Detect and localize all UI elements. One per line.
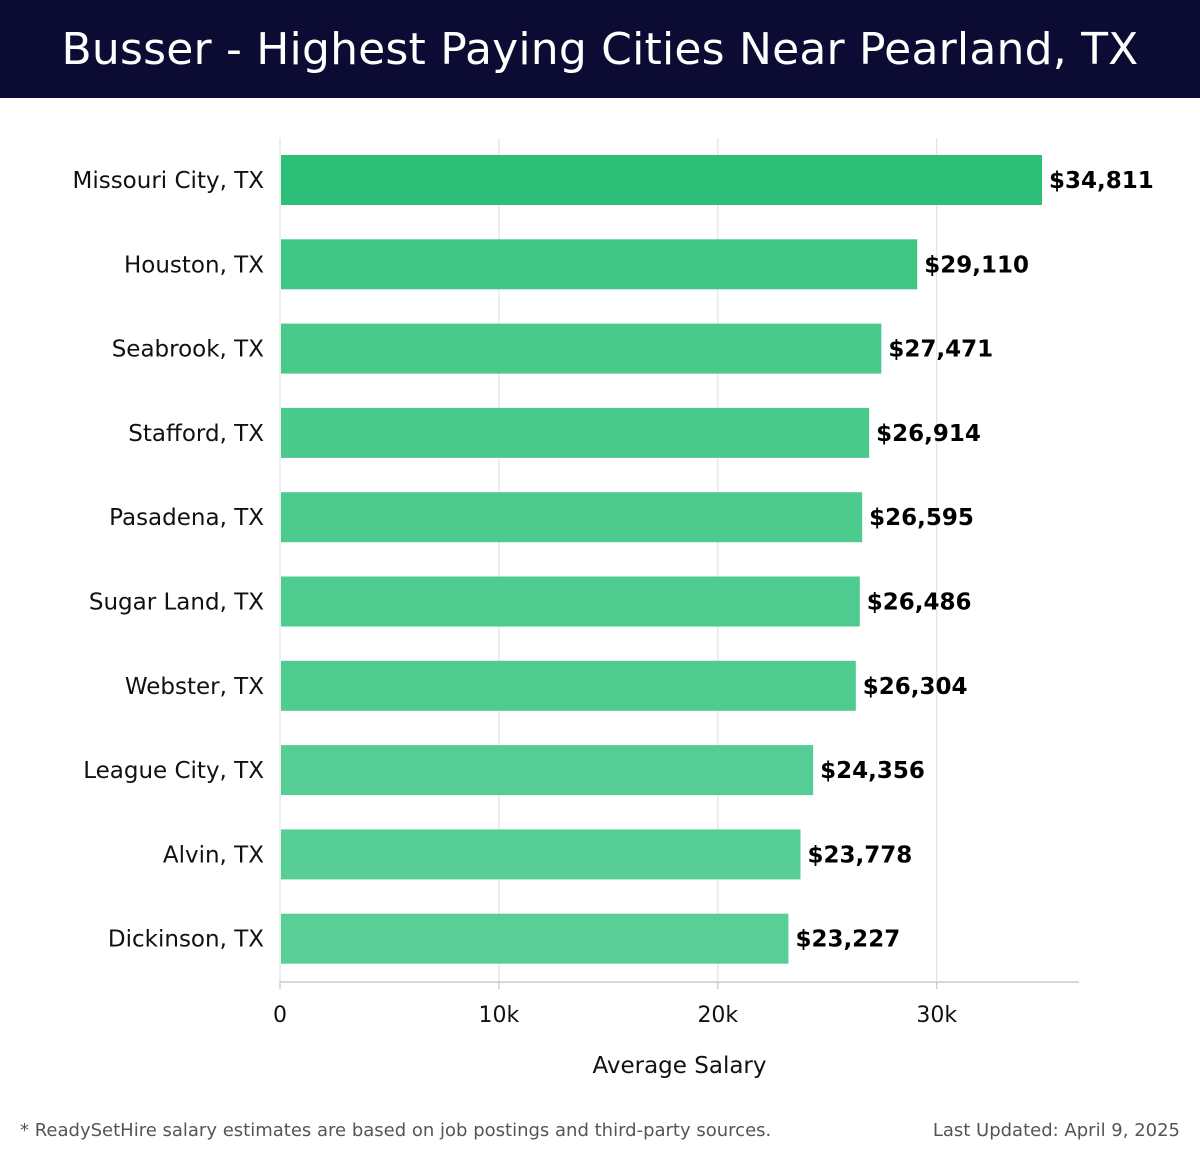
bar (281, 829, 801, 880)
x-axis: 0 10k 20k 30k (273, 981, 1079, 1028)
category-label: Houston, TX (124, 252, 264, 278)
x-tick-label: 20k (697, 1003, 738, 1028)
value-label: $23,778 (808, 842, 913, 868)
value-label: $26,304 (863, 674, 968, 700)
category-label: Missouri City, TX (72, 168, 264, 194)
value-labels: $34,811 $29,110 $27,471 $26,914 $26,595 $26,4… (795, 168, 1153, 953)
category-label: Sugar Land, TX (89, 590, 264, 616)
category-label: Stafford, TX (128, 421, 264, 447)
bar (281, 239, 918, 290)
value-label: $26,914 (876, 421, 981, 447)
bar (281, 576, 860, 627)
footer-note: * ReadySetHire salary estimates are base… (20, 1120, 772, 1141)
bar (281, 745, 814, 796)
bar (281, 155, 1043, 205)
last-updated: Last Updated: April 9, 2025 (932, 1120, 1180, 1141)
chart-header: Busser - Highest Paying Cities Near Pear… (0, 0, 1200, 98)
value-label: $26,595 (869, 505, 974, 531)
x-tick-label: 10k (479, 1003, 520, 1028)
bar (281, 913, 789, 964)
value-label: $24,356 (820, 758, 925, 784)
value-label: $27,471 (888, 337, 993, 363)
category-label: Pasadena, TX (109, 505, 264, 531)
x-tick-label: 0 (273, 1003, 287, 1028)
category-label: Dickinson, TX (108, 927, 264, 953)
chart-title: Busser - Highest Paying Cities Near Pear… (61, 23, 1139, 75)
value-label: $26,486 (867, 590, 972, 616)
value-label: $29,110 (924, 252, 1029, 278)
bars (281, 155, 1043, 964)
category-label: Seabrook, TX (112, 337, 265, 363)
bar (281, 660, 856, 711)
bar-chart: Missouri City, TX Houston, TX Seabrook, TX… (72, 138, 1154, 1079)
category-label: Webster, TX (125, 674, 264, 700)
category-label: League City, TX (83, 758, 264, 784)
bar (281, 492, 863, 543)
x-tick-label: 30k (916, 1003, 957, 1028)
bar (281, 323, 882, 374)
value-label: $23,227 (795, 927, 900, 953)
x-axis-title: Average Salary (592, 1053, 766, 1079)
value-label: $34,811 (1049, 168, 1154, 194)
category-labels: Missouri City, TX Houston, TX Seabrook, TX… (72, 168, 264, 953)
category-label: Alvin, TX (163, 842, 264, 868)
bar (281, 407, 870, 458)
